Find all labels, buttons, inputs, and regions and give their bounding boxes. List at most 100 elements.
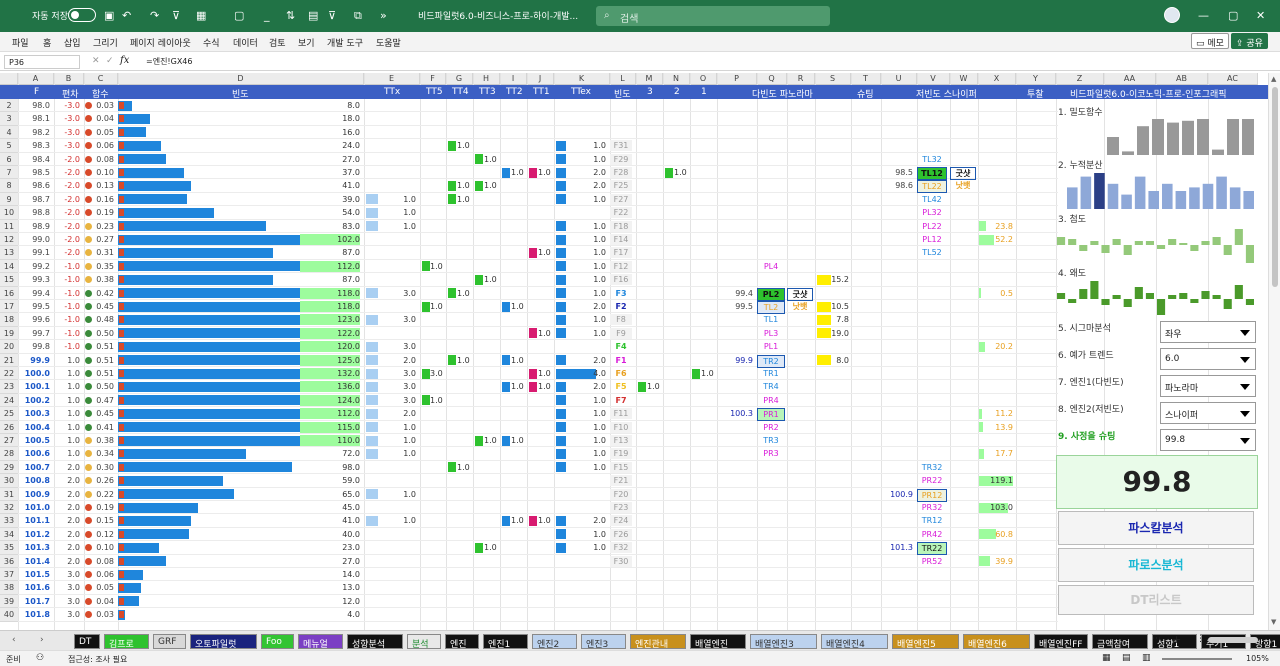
table-row[interactable]: 98.2 -3.0 0.05 16.0 xyxy=(18,126,1058,140)
zoom-level[interactable]: 105% xyxy=(1246,654,1269,663)
row-number[interactable]: 4 xyxy=(0,125,18,140)
sheet-tab[interactable]: 엔진3 xyxy=(581,634,626,650)
column-header[interactable]: P xyxy=(717,73,757,85)
table-row[interactable]: 99.3 -1.0 0.38 87.0 1.0 1.0 F16 15.2 xyxy=(18,273,1058,287)
table-row[interactable]: 99.4 -1.0 0.42 118.0 3.0 1.0 1.0 F3 99.4 PL2 굿샷 0.5 xyxy=(18,287,1058,301)
row-number[interactable]: 25 xyxy=(0,407,18,421)
column-header[interactable]: J xyxy=(527,73,554,85)
column-header[interactable]: T xyxy=(851,73,881,85)
underline-icon[interactable]: _ xyxy=(264,9,270,22)
row-number[interactable]: 16 xyxy=(0,286,18,300)
sort-icon[interactable]: ⇅ xyxy=(286,9,296,22)
column-header[interactable]: Z xyxy=(1056,73,1104,85)
close-icon[interactable]: ✕ xyxy=(1256,9,1266,22)
column-header[interactable]: R xyxy=(787,73,815,85)
sheet-tab[interactable]: 엔진2 xyxy=(532,634,577,650)
tab-developer[interactable]: 개발 도구 xyxy=(327,39,363,49)
sheet-tab[interactable]: 메뉴얼 xyxy=(298,634,343,650)
hscroll-track[interactable] xyxy=(1208,637,1258,643)
tab-file[interactable]: 파일 xyxy=(12,39,29,49)
row-number[interactable]: 35 xyxy=(0,541,18,555)
row-number[interactable]: 24 xyxy=(0,393,18,408)
prev-sheet-icon[interactable]: ‹ xyxy=(12,635,16,645)
row-number[interactable]: 18 xyxy=(0,313,18,327)
row-number[interactable]: 30 xyxy=(0,474,18,488)
row-number[interactable]: 37 xyxy=(0,568,18,582)
column-header[interactable]: B xyxy=(54,73,84,85)
table-row[interactable]: 99.1 -2.0 0.31 87.0 1.0 1.0 F17 TL52 xyxy=(18,246,1058,260)
filter-clear-icon[interactable]: ⊽ xyxy=(328,9,337,22)
table-row[interactable]: 100.8 2.0 0.26 59.0 F21 PR22 119.1 xyxy=(18,474,1058,488)
row-number[interactable]: 32 xyxy=(0,501,18,515)
row-number[interactable]: 2 xyxy=(0,99,18,113)
autosave-toggle[interactable] xyxy=(68,8,96,22)
table-row[interactable]: 100.4 1.0 0.41 115.0 1.0 1.0 F10 PR2 13.9 xyxy=(18,421,1058,434)
table-row[interactable]: 98.8 -2.0 0.19 54.0 1.0 F22 PL32 xyxy=(18,206,1058,220)
row-number[interactable]: 29 xyxy=(0,460,18,475)
table-row[interactable]: 99.5 -1.0 0.45 118.0 1.0 1.0 2.0 F2 99.5 TL2 낫뱃 10.… xyxy=(18,300,1058,314)
border-icon[interactable]: ▢ xyxy=(234,9,245,22)
sheet-tab[interactable]: 성향분석 xyxy=(347,634,403,650)
page-break-icon[interactable]: ▥ xyxy=(1142,653,1151,663)
row-number[interactable]: 10 xyxy=(0,206,18,220)
accessibility-status[interactable]: 접근성: 조사 필요 xyxy=(68,655,128,664)
column-header[interactable]: D xyxy=(118,73,364,85)
table-row[interactable]: 100.5 1.0 0.38 110.0 1.0 1.0 1.0 1.0 F13 TR3 xyxy=(18,434,1058,448)
table-row[interactable]: 100.9 2.0 0.22 65.0 1.0 F20 100.9 PR12 xyxy=(18,488,1058,502)
sheet-tab[interactable]: 배열엔진3 xyxy=(750,634,817,650)
next-sheet-icon[interactable]: › xyxy=(40,635,44,645)
save-icon[interactable]: ▣ xyxy=(104,9,115,22)
row-number[interactable]: 15 xyxy=(0,273,18,287)
row-number[interactable]: 19 xyxy=(0,326,18,341)
more-sheets-icon[interactable]: ⋯ xyxy=(1152,634,1161,644)
tab-insert[interactable]: 삽입 xyxy=(64,39,81,49)
shoot-select[interactable]: 99.8 xyxy=(1160,429,1256,451)
column-header[interactable]: K xyxy=(554,73,610,85)
vertical-scrollbar[interactable]: ▲ ▼ xyxy=(1268,73,1280,630)
normal-view-icon[interactable]: ▦ xyxy=(1102,653,1111,663)
sheet-tab[interactable]: 엔진1 xyxy=(483,634,528,650)
column-header[interactable]: M xyxy=(636,73,663,85)
table-row[interactable]: 98.6 -2.0 0.13 41.0 1.0 1.0 2.0 F25 98.6 TL22 낫뱃 xyxy=(18,179,1058,194)
search-box[interactable]: ⌕ 검색 xyxy=(596,6,830,26)
table-row[interactable]: 99.7 -1.0 0.50 122.0 1.0 1.0 F9 PL3 19.0 xyxy=(18,327,1058,341)
row-number[interactable]: 38 xyxy=(0,581,18,595)
link-icon[interactable]: ⧉ xyxy=(354,9,362,22)
row-number[interactable]: 26 xyxy=(0,420,18,434)
sheet-tab[interactable]: 배열엔진5 xyxy=(892,634,959,650)
sheet-tab[interactable]: 배열엔진FF xyxy=(1034,634,1088,650)
filter-icon[interactable]: ⊽ xyxy=(172,9,181,22)
table-row[interactable]: 100.0 1.0 0.51 132.0 3.0 3.0 1.0 4.0 F6 1.0 TR1 xyxy=(18,367,1058,381)
undo-icon[interactable]: ↶ xyxy=(122,9,132,22)
row-number[interactable]: 28 xyxy=(0,447,18,461)
row-number[interactable]: 31 xyxy=(0,487,18,501)
table-row[interactable]: 101.1 2.0 0.15 41.0 1.0 1.0 1.0 2.0 F24 TR12 xyxy=(18,514,1058,528)
table-row[interactable]: 99.6 -1.0 0.48 123.0 3.0 1.0 F8 TL1 7.8 xyxy=(18,313,1058,327)
row-number[interactable]: 7 xyxy=(0,166,18,180)
dt-list-button[interactable]: DT리스트 xyxy=(1058,585,1254,615)
table-row[interactable]: 99.9 1.0 0.51 125.0 2.0 1.0 1.0 2.0 F1 99.9 TR2 8.0 xyxy=(18,354,1058,368)
sheet-tab[interactable]: 금액참여 xyxy=(1092,634,1148,650)
freeze-icon[interactable]: ▤ xyxy=(308,9,319,22)
scroll-thumb[interactable] xyxy=(1272,87,1278,287)
table-row[interactable]: 101.7 3.0 0.04 12.0 xyxy=(18,595,1058,609)
tab-page-layout[interactable]: 페이지 레이아웃 xyxy=(130,39,191,49)
more-icon[interactable]: » xyxy=(380,9,387,22)
table-row[interactable]: 100.2 1.0 0.47 124.0 3.0 1.0 1.0 F7 PR4 xyxy=(18,394,1058,408)
table-row[interactable]: 101.3 2.0 0.10 23.0 1.0 1.0 F32 101.3 TR22 xyxy=(18,541,1058,556)
column-header[interactable]: A xyxy=(18,73,54,85)
engine1-select[interactable]: 파노라마 xyxy=(1160,375,1256,397)
row-number[interactable]: 21 xyxy=(0,353,18,367)
row-number[interactable]: 9 xyxy=(0,192,18,207)
row-number[interactable]: 20 xyxy=(0,340,18,354)
sheet-tab[interactable]: 배열엔진6 xyxy=(963,634,1030,650)
cancel-icon[interactable]: ✕ xyxy=(92,56,100,66)
accessibility-icon[interactable]: ⚇ xyxy=(36,653,45,663)
column-header[interactable]: AA xyxy=(1104,73,1156,85)
row-number[interactable]: 3 xyxy=(0,112,18,126)
enter-icon[interactable]: ✓ xyxy=(106,56,114,66)
sheet-tab[interactable]: 배열엔진 xyxy=(690,634,746,650)
sheet-tab[interactable]: 엔진 xyxy=(445,634,479,650)
column-header[interactable]: AB xyxy=(1156,73,1208,85)
tab-draw[interactable]: 그리기 xyxy=(93,39,118,49)
